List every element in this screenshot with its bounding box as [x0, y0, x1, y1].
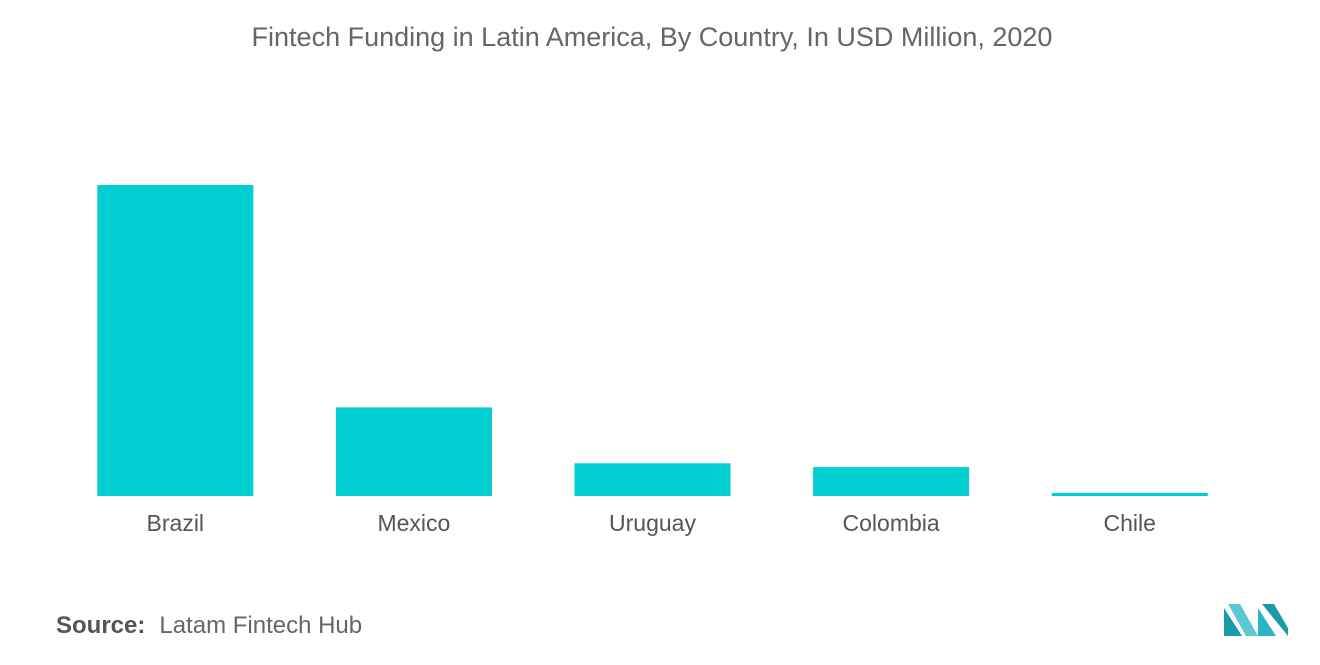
- logo-shape-right: [1262, 604, 1288, 636]
- source-note: Source: Latam Fintech Hub: [56, 612, 362, 640]
- bar-uruguay: [574, 463, 731, 496]
- chart-title: Fintech Funding in Latin America, By Cou…: [251, 22, 1053, 52]
- bar-mexico: [335, 407, 492, 496]
- mordor-intelligence-logo-icon: [1224, 604, 1288, 636]
- category-label-mexico: Mexico: [377, 510, 450, 536]
- category-label-brazil: Brazil: [147, 510, 205, 536]
- source-text: Latam Fintech Hub: [159, 612, 363, 639]
- source-label: Source:: [56, 612, 146, 639]
- category-label-chile: Chile: [1103, 510, 1155, 536]
- logo-shape-left: [1224, 608, 1242, 636]
- category-label-uruguay: Uruguay: [609, 510, 696, 536]
- logo-shape-mid-left: [1228, 604, 1258, 636]
- bar-chile: [1051, 492, 1208, 496]
- category-label-colombia: Colombia: [843, 510, 940, 536]
- logo-shape-mid-right: [1258, 608, 1276, 636]
- bars-group: [97, 185, 1208, 496]
- bar-brazil: [97, 185, 254, 496]
- category-labels-group: Brazil Mexico Uruguay Colombia Chile: [147, 510, 1156, 536]
- bar-colombia: [813, 467, 970, 496]
- bar-chart: Brazil Mexico Uruguay Colombia Chile: [97, 185, 1208, 536]
